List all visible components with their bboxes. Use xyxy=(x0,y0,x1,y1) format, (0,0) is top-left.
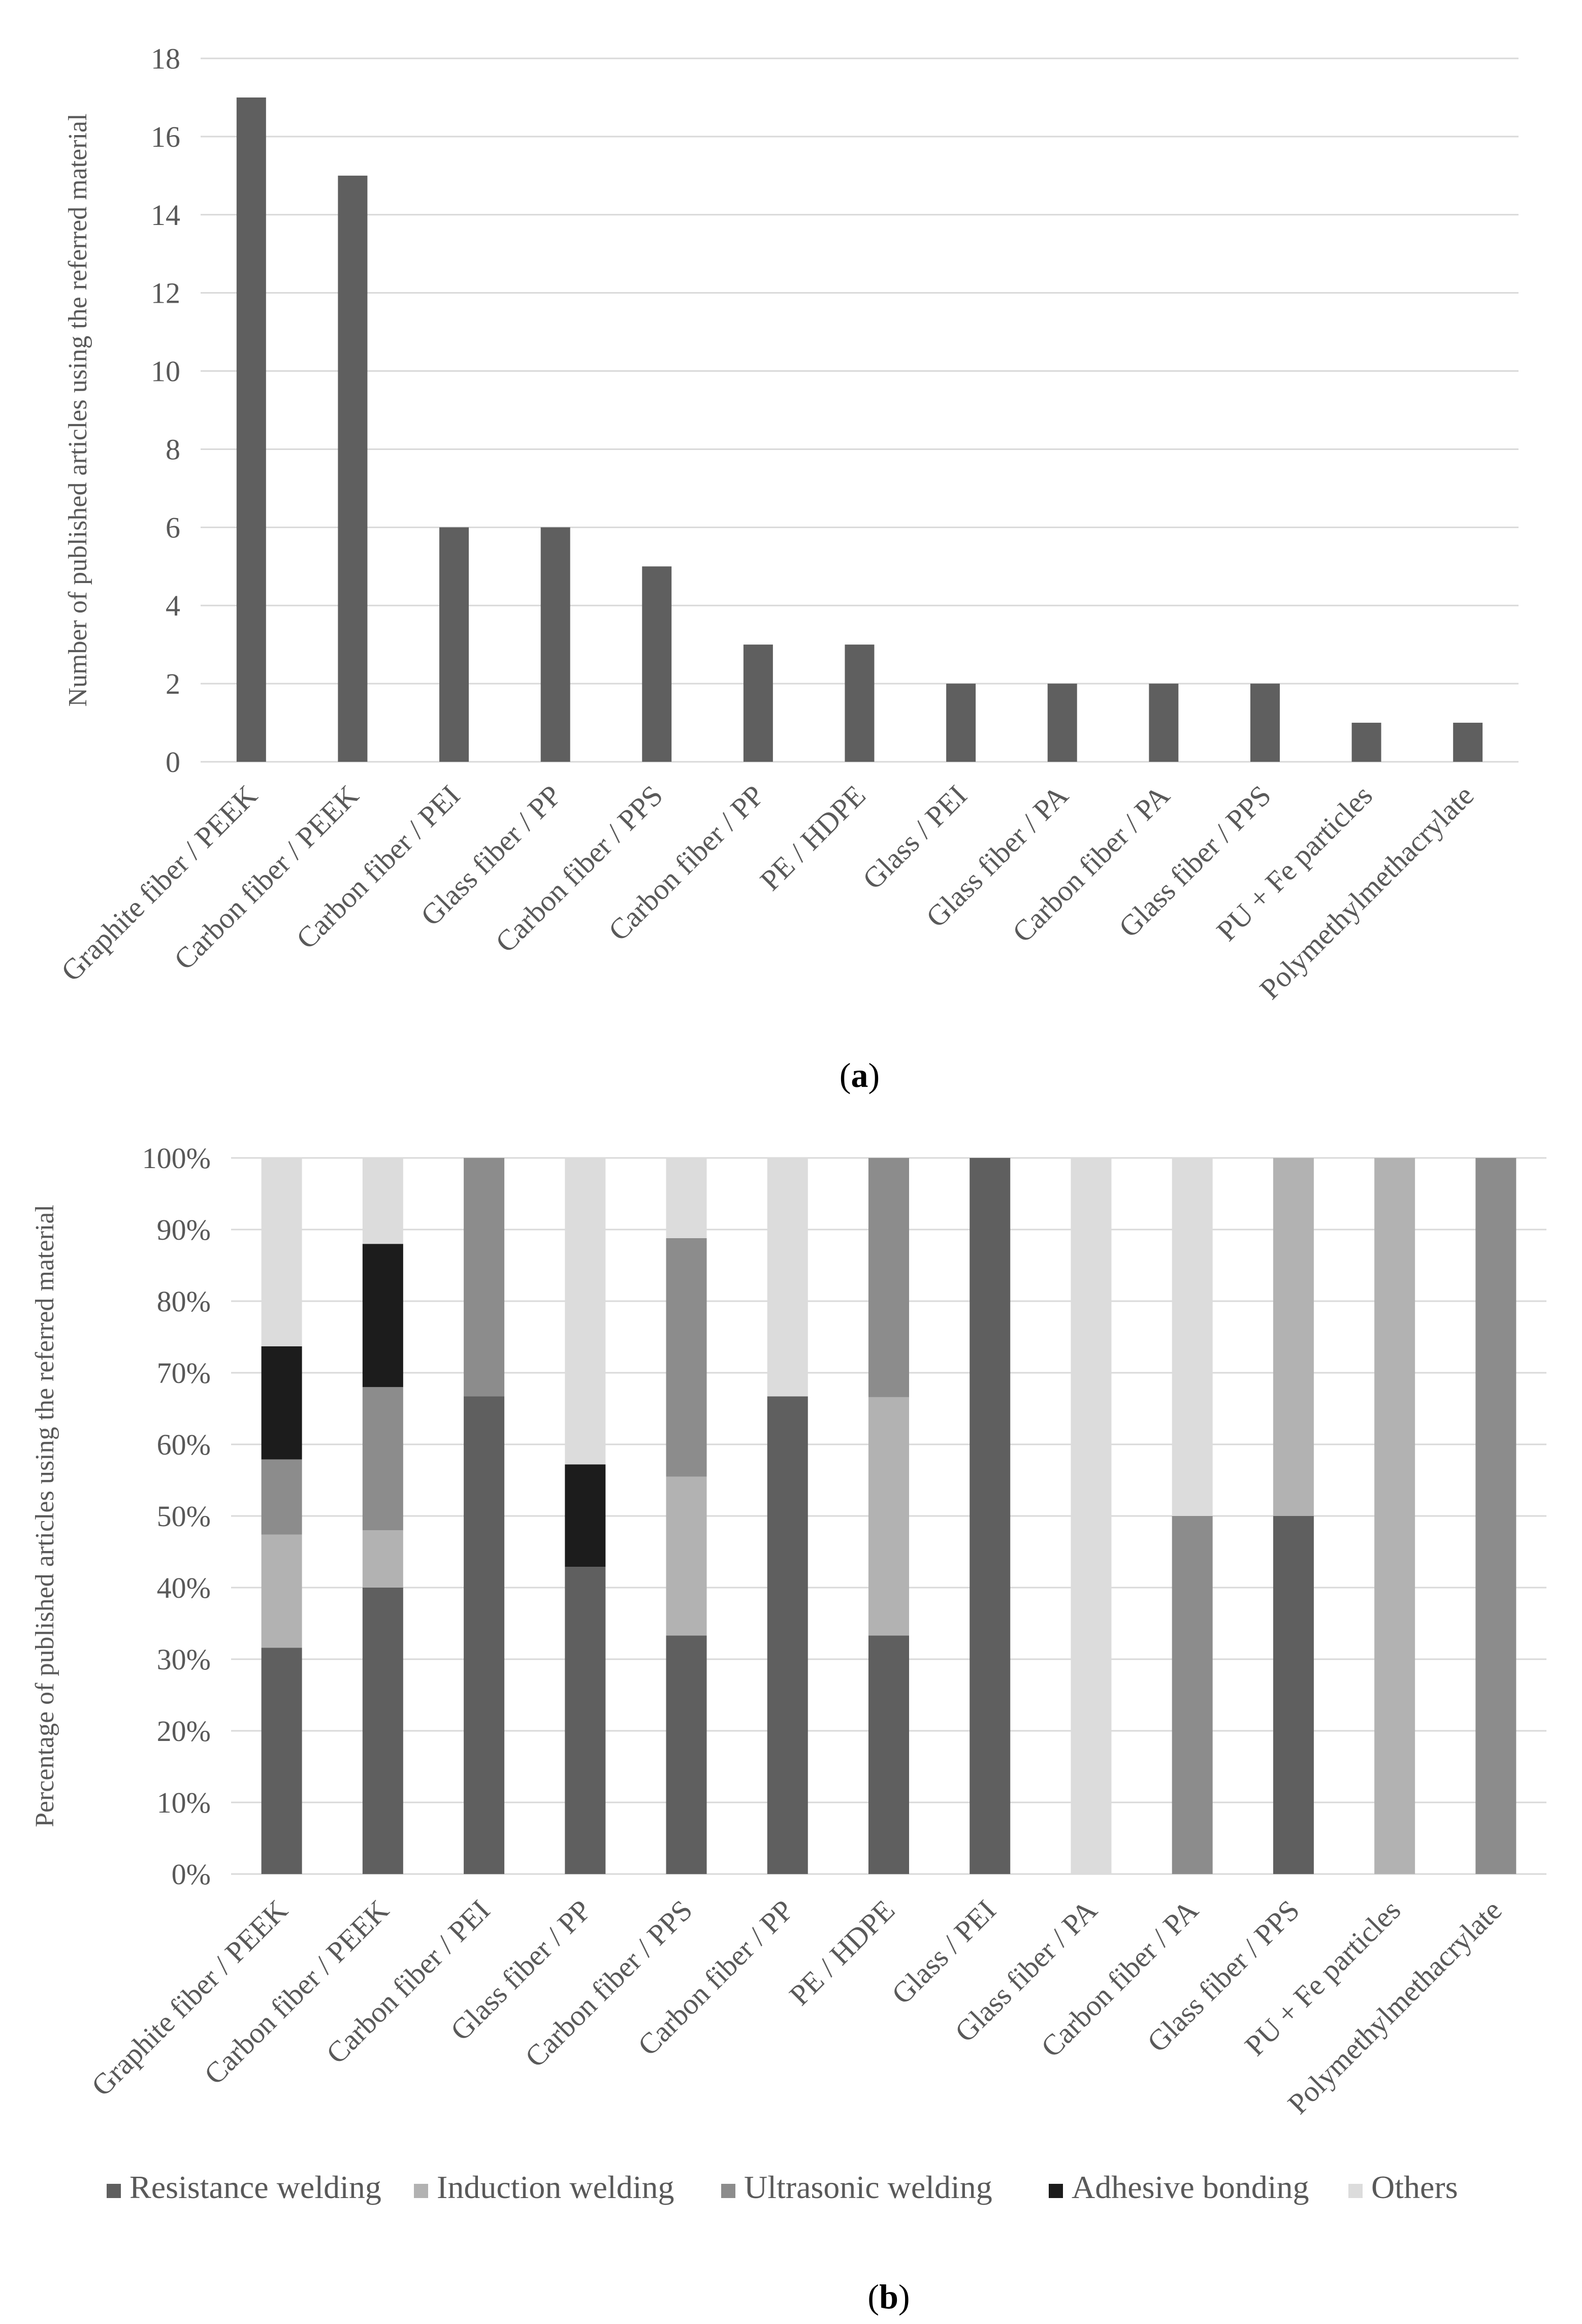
bar xyxy=(1351,723,1381,762)
y-tick-label: 20% xyxy=(157,1715,211,1748)
bar-segment xyxy=(464,1158,505,1397)
y-tick-label: 10 xyxy=(151,355,180,388)
y-tick-label: 90% xyxy=(157,1213,211,1246)
category-label: Graphite fiber / PEEK xyxy=(85,1893,294,2103)
bar xyxy=(338,175,368,762)
y-tick-label: 100% xyxy=(142,1142,211,1175)
bar-segment xyxy=(1172,1516,1213,1874)
legend-label: Others xyxy=(1371,2169,1458,2205)
bar-segment xyxy=(565,1158,606,1465)
y-tick-label: 6 xyxy=(166,511,180,544)
bar-segment xyxy=(1273,1516,1314,1874)
bar xyxy=(1250,684,1280,762)
y-tick-label: 4 xyxy=(166,589,180,622)
y-tick-label: 60% xyxy=(157,1428,211,1461)
caption-letter: b xyxy=(879,2277,898,2316)
bar-segment xyxy=(1172,1158,1213,1516)
legend-swatch xyxy=(414,2184,428,2198)
category-label: Carbon fiber / PEEK xyxy=(168,779,365,976)
bar xyxy=(946,684,976,762)
y-tick-label: 16 xyxy=(151,120,180,153)
bar-segment xyxy=(666,1476,707,1636)
y-tick-label: 30% xyxy=(157,1643,211,1676)
y-tick-label: 0% xyxy=(172,1858,211,1891)
y-tick-label: 0 xyxy=(166,746,180,779)
bar-segment xyxy=(666,1158,707,1238)
bar-segment xyxy=(261,1648,302,1874)
legend-label: Ultrasonic welding xyxy=(744,2169,992,2205)
caption-letter: a xyxy=(851,1056,868,1094)
chart-b: 0% 10% 20% 30% 40% 50% 60% 70% 80% 90% 100% Percent… xyxy=(30,1142,1546,2316)
bar xyxy=(236,97,266,762)
bar-segment xyxy=(868,1635,909,1874)
caption-paren-open: ( xyxy=(840,1056,851,1094)
bar-segment xyxy=(261,1346,302,1460)
y-tick-label: 40% xyxy=(157,1571,211,1604)
bar-segment xyxy=(1273,1158,1314,1516)
bar-segment xyxy=(261,1534,302,1648)
legend-swatch xyxy=(107,2184,121,2198)
bar-segment xyxy=(362,1530,403,1588)
figure-caption: (a) xyxy=(840,1056,880,1094)
bar xyxy=(1149,684,1179,762)
caption-paren-open: ( xyxy=(867,2277,879,2316)
bar-segment xyxy=(868,1397,909,1636)
bar xyxy=(1453,723,1483,762)
y-axis-label: Percentage of published articles using t… xyxy=(30,1205,59,1827)
category-label: PE / HDPE xyxy=(754,779,872,897)
bar-segment xyxy=(868,1158,909,1397)
chart-a: 0 2 4 6 8 10 12 14 16 18 Number of published artic… xyxy=(54,42,1519,1094)
y-tick-label: 18 xyxy=(151,42,180,75)
y-tick-label: 12 xyxy=(151,277,180,310)
bar-segment xyxy=(464,1396,505,1874)
bar-segment xyxy=(362,1588,403,1874)
category-label: Carbon fiber / PPS xyxy=(489,779,669,959)
bar xyxy=(1047,684,1077,762)
y-tick-label: 80% xyxy=(157,1285,211,1318)
category-label: PE / HDPE xyxy=(783,1893,901,2012)
y-tick-label: 10% xyxy=(157,1786,211,1819)
y-axis-label: Number of published articles using the r… xyxy=(63,113,92,706)
legend-label: Induction welding xyxy=(437,2169,674,2205)
y-tick-label: 14 xyxy=(151,199,180,232)
bar-segment xyxy=(666,1635,707,1874)
bar-segment xyxy=(362,1244,403,1387)
bar xyxy=(439,527,469,762)
figure-caption: (b) xyxy=(867,2277,910,2316)
bar-segment xyxy=(767,1396,808,1874)
legend-label: Adhesive bonding xyxy=(1072,2169,1309,2205)
y-tick-label: 2 xyxy=(166,667,180,700)
bar xyxy=(642,566,672,762)
caption-paren-close: ) xyxy=(868,1056,880,1094)
legend-swatch xyxy=(721,2184,735,2198)
bar xyxy=(845,644,875,762)
bar-segment xyxy=(565,1464,606,1567)
category-label: Graphite fiber / PEEK xyxy=(54,779,264,988)
y-tick-label: 8 xyxy=(166,433,180,466)
legend-label: Resistance welding xyxy=(130,2169,381,2205)
bar-segment xyxy=(565,1567,606,1874)
bar xyxy=(540,527,570,762)
bar-segment xyxy=(362,1158,403,1244)
bar-segment xyxy=(261,1459,302,1535)
bar-segment xyxy=(1071,1158,1112,1874)
bar-segment xyxy=(666,1238,707,1477)
bar-segment xyxy=(767,1158,808,1397)
bar-segment xyxy=(362,1387,403,1531)
category-label: Carbon fiber / PEEK xyxy=(198,1893,395,2091)
bar-segment xyxy=(261,1158,302,1346)
category-label: Carbon fiber / PPS xyxy=(519,1893,699,2074)
bar xyxy=(743,644,773,762)
y-tick-label: 70% xyxy=(157,1357,211,1390)
y-tick-label: 50% xyxy=(157,1500,211,1533)
caption-paren-close: ) xyxy=(898,2277,910,2316)
bar-segment xyxy=(1475,1158,1516,1874)
bar-segment xyxy=(970,1158,1011,1874)
legend-swatch xyxy=(1348,2184,1363,2198)
legend-swatch xyxy=(1049,2184,1063,2198)
bar-segment xyxy=(1374,1158,1415,1874)
